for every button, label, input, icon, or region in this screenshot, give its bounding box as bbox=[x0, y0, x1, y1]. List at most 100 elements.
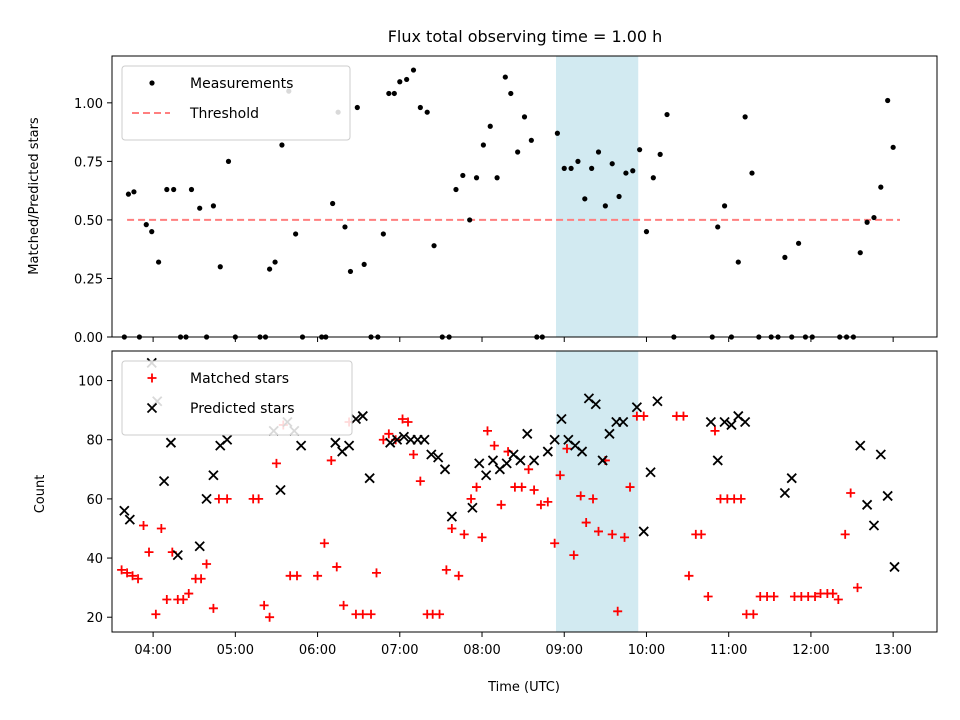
data-point bbox=[155, 259, 162, 265]
data-point bbox=[878, 184, 884, 190]
y-tick-label: 40 bbox=[86, 552, 103, 567]
data-point bbox=[424, 109, 430, 115]
data-point bbox=[202, 559, 212, 569]
legend-label: Matched stars bbox=[190, 371, 289, 387]
data-point bbox=[664, 111, 670, 118]
data-point bbox=[172, 549, 183, 561]
data-point bbox=[139, 521, 149, 531]
data-point bbox=[623, 170, 629, 176]
data-point bbox=[419, 434, 430, 445]
data-point bbox=[386, 90, 392, 97]
data-point bbox=[645, 467, 656, 478]
x-tick-label: 08:00 bbox=[463, 643, 500, 658]
x-tick-label: 11:00 bbox=[710, 643, 747, 658]
data-point bbox=[554, 130, 560, 136]
data-point bbox=[501, 458, 512, 469]
data-point bbox=[339, 600, 349, 610]
data-point bbox=[347, 268, 354, 275]
legend-box bbox=[121, 65, 351, 141]
data-point bbox=[536, 500, 546, 510]
data-point bbox=[398, 431, 410, 442]
legend-swatch bbox=[149, 80, 155, 86]
y-tick-label: 0.00 bbox=[74, 331, 103, 346]
data-point bbox=[124, 514, 135, 525]
data-point bbox=[786, 473, 797, 484]
data-point bbox=[620, 532, 630, 542]
data-point bbox=[473, 175, 480, 181]
data-point bbox=[705, 416, 717, 428]
data-point bbox=[575, 158, 581, 164]
data-point bbox=[604, 428, 615, 439]
data-point bbox=[171, 186, 177, 193]
y-tick-label: 0.75 bbox=[74, 155, 103, 170]
data-point bbox=[371, 568, 381, 578]
data-point bbox=[840, 529, 850, 539]
data-point bbox=[364, 473, 375, 484]
data-point bbox=[555, 470, 565, 480]
data-point bbox=[515, 455, 526, 466]
data-point bbox=[889, 561, 900, 573]
data-point bbox=[158, 476, 170, 487]
data-point bbox=[122, 568, 132, 578]
legend-label: Threshold bbox=[189, 106, 259, 122]
data-point bbox=[225, 158, 232, 164]
data-point bbox=[313, 571, 323, 581]
data-point bbox=[556, 413, 567, 425]
data-point bbox=[590, 399, 601, 410]
data-point bbox=[582, 196, 588, 202]
y-tick-label: 100 bbox=[78, 375, 103, 390]
data-point bbox=[397, 79, 403, 85]
data-point bbox=[431, 243, 437, 249]
data-point bbox=[864, 219, 870, 225]
data-point bbox=[740, 416, 751, 428]
data-point bbox=[403, 417, 413, 427]
data-point bbox=[472, 482, 482, 492]
data-point bbox=[529, 485, 539, 495]
data-point bbox=[319, 538, 329, 548]
data-point bbox=[782, 254, 788, 260]
x-tick-label: 04:00 bbox=[134, 643, 171, 658]
data-point bbox=[217, 264, 223, 270]
legend-swatch bbox=[146, 402, 158, 414]
data-point bbox=[480, 470, 492, 481]
data-point bbox=[828, 589, 838, 599]
data-point bbox=[197, 205, 203, 211]
data-point bbox=[678, 411, 688, 421]
data-point bbox=[487, 455, 499, 466]
chart-title: Flux total observing time = 1.00 h bbox=[388, 27, 663, 46]
data-point bbox=[143, 222, 149, 228]
data-point bbox=[696, 529, 706, 539]
data-point bbox=[194, 541, 205, 552]
data-point bbox=[589, 165, 595, 171]
data-point bbox=[657, 151, 663, 157]
axes-frame bbox=[111, 55, 938, 338]
data-point bbox=[833, 594, 843, 604]
data-point bbox=[726, 419, 737, 431]
x-tick-label: 13:00 bbox=[874, 643, 911, 658]
data-point bbox=[454, 571, 464, 581]
panel-ratio: 0.00 0.25 0.50 0.75 1.00 Measurements Threshol… bbox=[74, 55, 938, 346]
data-point bbox=[133, 574, 143, 584]
data-point bbox=[494, 175, 500, 181]
data-point bbox=[435, 609, 445, 619]
legend-label: Measurements bbox=[190, 76, 293, 92]
data-point bbox=[607, 529, 617, 539]
data-point bbox=[576, 446, 588, 457]
data-point bbox=[467, 502, 478, 513]
data-point bbox=[795, 240, 802, 246]
data-point bbox=[748, 609, 758, 619]
y-tick-label: 60 bbox=[86, 493, 103, 508]
y-axis-label-top: Matched/Predicted stars bbox=[27, 117, 42, 275]
data-point bbox=[361, 261, 367, 268]
data-point bbox=[618, 416, 629, 428]
data-point bbox=[769, 592, 779, 602]
data-point bbox=[265, 612, 275, 622]
data-point bbox=[208, 603, 218, 613]
data-point bbox=[439, 464, 451, 475]
data-point bbox=[149, 229, 155, 235]
data-point bbox=[868, 520, 880, 531]
data-point bbox=[410, 67, 417, 73]
data-point bbox=[354, 104, 360, 111]
data-point bbox=[326, 455, 336, 465]
data-point bbox=[562, 444, 572, 454]
